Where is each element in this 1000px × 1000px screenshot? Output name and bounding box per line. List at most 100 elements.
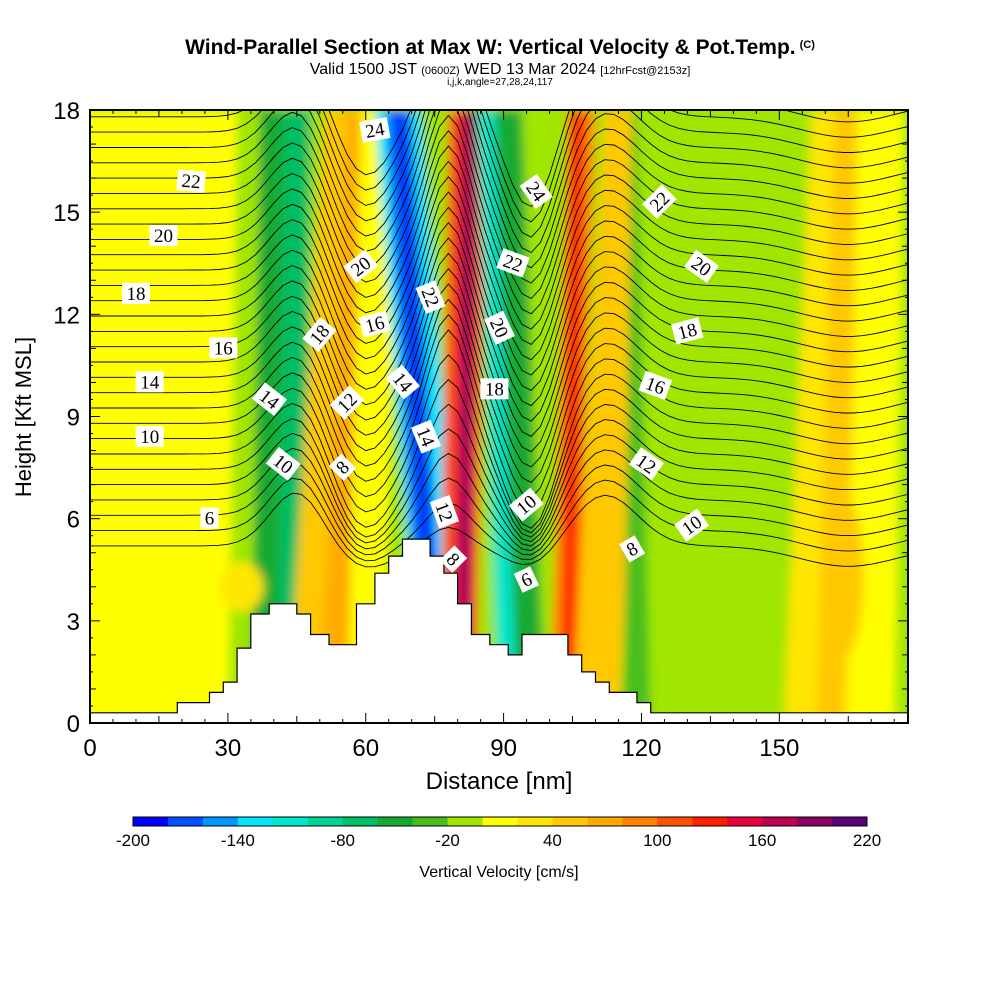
colorbar-swatch [482, 817, 518, 826]
terrain-profile [90, 538, 908, 723]
contour-labels: 2422201816141061410182016128221414128201… [122, 117, 719, 593]
contour-label: 18 [480, 378, 509, 400]
colorbar-swatch [797, 817, 833, 826]
contour-label-box [176, 169, 207, 193]
contour-label-box [209, 337, 238, 359]
colorbar-swatch [517, 817, 553, 826]
colorbar-swatch [447, 817, 484, 826]
x-tick-label: 30 [215, 735, 242, 762]
theta-contour-line [90, 110, 908, 254]
contour-label-text: 14 [140, 372, 160, 393]
colorbar-tick-label: 220 [853, 831, 881, 850]
contour-label-text: 6 [205, 509, 215, 530]
contour-label: 6 [513, 566, 539, 593]
contour-label-box [265, 446, 301, 481]
theta-contour-line [90, 298, 908, 499]
contour-label-box [358, 310, 392, 338]
colorbar-swatch [342, 817, 379, 826]
contour-label-box [619, 535, 646, 563]
chart-subtitle: Valid 1500 JST (0600Z) WED 13 Mar 2024 [… [0, 61, 1000, 79]
contour-label: 18 [122, 282, 150, 305]
contour-label-box [385, 364, 420, 400]
contour-label-box [302, 317, 337, 352]
velocity-blob [823, 496, 864, 657]
x-tick-label: 120 [621, 735, 661, 762]
colorbar-tick-label: -80 [330, 831, 355, 850]
contour-label-text: 22 [181, 171, 202, 194]
contour-label-box [410, 419, 441, 454]
contour-label-box [674, 508, 710, 542]
colorbar-swatch [832, 817, 868, 826]
colorbar-tick-label: 100 [643, 831, 671, 850]
contour-label-text: 16 [214, 338, 233, 359]
contour-label-box [628, 447, 664, 481]
contour-label-box [519, 173, 553, 209]
colorbar-swatch [762, 817, 798, 826]
contour-label-box [484, 310, 515, 345]
y-tick-label: 12 [53, 302, 80, 329]
axes: 0 30 60 90 120 150 0 3 6 9 12 15 18 [53, 98, 908, 762]
x-tick-label: 0 [83, 735, 96, 762]
forecast-info: [12hrFcst@2153z] [600, 65, 691, 77]
contour-label: 14 [135, 371, 164, 393]
contour-label-text: 16 [363, 312, 387, 337]
contour-label: 16 [358, 310, 392, 338]
theta-contour-line [90, 329, 908, 529]
colorbar-swatch [587, 817, 623, 826]
contour-label-box [149, 225, 178, 246]
theta-contour-line [90, 221, 908, 422]
contour-label: 20 [149, 225, 178, 247]
theta-contour-line [90, 110, 908, 238]
theta-contour-line [90, 477, 908, 562]
velocity-band [90, 110, 169, 723]
contour-label-text: 18 [676, 319, 700, 344]
contour-label: 18 [671, 317, 704, 345]
theta-contour-line [90, 314, 908, 514]
x-tick-label: 60 [352, 735, 379, 762]
theta-contour-line [90, 403, 908, 543]
theta-contour-line [90, 447, 908, 551]
contour-label-box [252, 382, 288, 416]
utc-time: (0600Z) [421, 65, 460, 77]
contour-label: 16 [209, 337, 238, 359]
colorbar-swatch [307, 817, 344, 826]
theta-contour-line [90, 283, 908, 483]
contour-label: 10 [135, 425, 164, 448]
contour-label-text: 10 [140, 427, 159, 448]
contour-label-box [343, 249, 379, 284]
theta-contour-line [90, 110, 908, 269]
theta-contour-line [90, 114, 908, 315]
theta-contour-line [90, 130, 908, 330]
contour-label-box [642, 184, 677, 219]
y-tick-label: 6 [67, 507, 80, 534]
colorbar-label: Vertical Velocity [cm/s] [419, 864, 579, 881]
colorbar-tick-label: -140 [221, 831, 255, 850]
y-tick-label: 3 [67, 609, 80, 636]
y-tick-label: 15 [53, 200, 80, 227]
contour-label-text: 18 [485, 379, 504, 400]
colorbar-swatch [622, 817, 658, 826]
x-axis-label: Distance [nm] [425, 768, 573, 795]
contour-label-box [122, 282, 150, 304]
velocity-blob [219, 561, 264, 612]
copyright-mark: (C) [799, 39, 815, 51]
contour-label-box [415, 280, 446, 315]
theta-contour-line [90, 267, 908, 468]
colorbar-swatch [202, 817, 239, 826]
contour-label: 8 [619, 535, 646, 563]
x-tick-label: 150 [759, 735, 799, 762]
contour-label-box [513, 566, 539, 593]
colorbar-tick-label: 40 [543, 831, 562, 850]
section-indices: i,j,k,angle=27,28,24,117 [447, 77, 553, 88]
theta-contour-line [90, 428, 908, 547]
colorbar-swatch [552, 817, 588, 826]
contour-label: 8 [328, 453, 357, 482]
contour-label-box [135, 371, 164, 393]
colorbar-tick-label: -200 [116, 831, 150, 850]
contour-label: 24 [359, 117, 391, 143]
colorbar-swatch [412, 817, 449, 826]
contour-label: 24 [519, 173, 553, 209]
theta-contour-line [90, 462, 908, 556]
contour-label-text: 18 [127, 284, 146, 305]
